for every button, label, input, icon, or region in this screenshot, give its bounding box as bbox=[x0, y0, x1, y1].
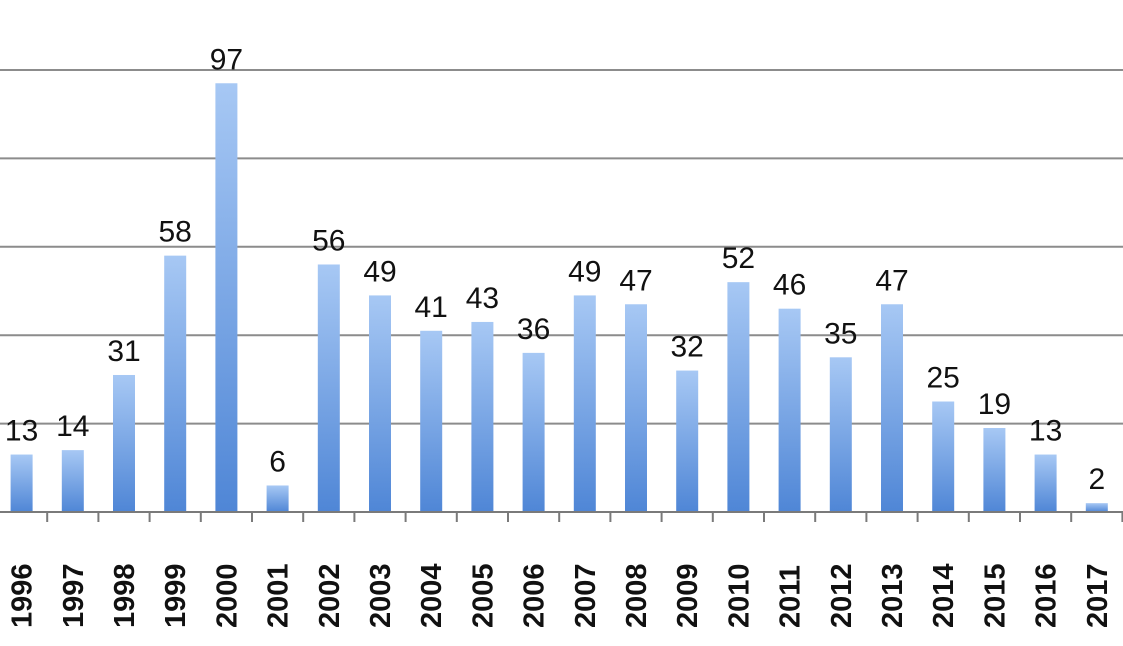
data-label-2015: 19 bbox=[978, 388, 1011, 421]
bar-2005 bbox=[471, 321, 494, 512]
bar-2003 bbox=[369, 295, 391, 512]
data-label-2001: 6 bbox=[269, 445, 286, 478]
data-label-1997: 14 bbox=[56, 410, 89, 443]
bar-2008 bbox=[625, 304, 647, 512]
x-tick-label-2012: 2012 bbox=[826, 563, 858, 628]
x-tick-label-2000: 2000 bbox=[211, 563, 243, 628]
x-tick-label-2017: 2017 bbox=[1082, 563, 1114, 628]
data-label-2010: 52 bbox=[722, 242, 755, 275]
data-label-2008: 47 bbox=[619, 264, 652, 297]
x-tick-label-2014: 2014 bbox=[928, 563, 960, 628]
data-label-2002: 56 bbox=[312, 224, 345, 257]
data-labels: 13 14 31 58 97 6 56 49 41 43 36 49 47 32 52 46 35 47 25 19 1… bbox=[5, 43, 1105, 496]
bar-1996 bbox=[10, 454, 33, 512]
bar-1999 bbox=[164, 255, 187, 512]
bar-2017 bbox=[1085, 503, 1108, 512]
x-tick-label-1997: 1997 bbox=[58, 563, 90, 628]
x-tick-label-2004: 2004 bbox=[416, 563, 448, 628]
data-label-2012: 35 bbox=[824, 317, 857, 350]
bar-2010 bbox=[727, 282, 750, 512]
bar-2007 bbox=[573, 295, 596, 512]
x-tick-label-2013: 2013 bbox=[877, 563, 909, 628]
bar-2014 bbox=[932, 401, 955, 512]
bar-2006 bbox=[522, 352, 545, 512]
bar-2004 bbox=[420, 330, 443, 512]
x-tick-label-2007: 2007 bbox=[570, 563, 602, 628]
bar-2015 bbox=[983, 428, 1006, 512]
data-label-2014: 25 bbox=[927, 362, 960, 395]
x-tick-label-2011: 2011 bbox=[775, 565, 807, 628]
x-tick-labels: 1996 1997 1998 1999 2000 2001 2002 2003 2004 2005… bbox=[7, 563, 1114, 628]
bar-1997 bbox=[61, 450, 84, 512]
x-axis-ticks bbox=[46, 512, 1123, 522]
data-label-2016: 13 bbox=[1029, 415, 1062, 448]
x-tick-label-2009: 2009 bbox=[672, 563, 704, 628]
x-tick-label-2005: 2005 bbox=[467, 563, 499, 628]
data-label-1999: 58 bbox=[159, 216, 192, 249]
data-label-2009: 32 bbox=[671, 331, 704, 364]
data-label-1996: 13 bbox=[5, 415, 38, 448]
bar-2009 bbox=[676, 370, 699, 512]
bar-2002 bbox=[317, 264, 340, 512]
data-label-2017: 2 bbox=[1088, 463, 1105, 496]
bar-1998 bbox=[113, 374, 135, 512]
x-tick-label-2003: 2003 bbox=[365, 563, 397, 628]
bar-2011 bbox=[778, 308, 801, 512]
x-tick-label-2006: 2006 bbox=[519, 563, 551, 628]
bars bbox=[10, 83, 1108, 512]
data-label-2000: 97 bbox=[210, 43, 243, 76]
bar-2016 bbox=[1034, 454, 1057, 512]
x-tick-label-2015: 2015 bbox=[979, 563, 1011, 628]
x-tick-label-1996: 1996 bbox=[7, 563, 39, 628]
bar-2012 bbox=[829, 357, 852, 512]
x-tick-label-1998: 1998 bbox=[109, 563, 141, 628]
x-tick-label-2002: 2002 bbox=[314, 563, 346, 628]
data-label-2004: 41 bbox=[415, 291, 448, 324]
x-tick-label-1999: 1999 bbox=[160, 563, 192, 628]
data-label-2013: 47 bbox=[875, 264, 908, 297]
bar-2013 bbox=[881, 304, 903, 512]
data-label-2006: 36 bbox=[517, 313, 550, 346]
bar-2000 bbox=[215, 83, 238, 512]
x-tick-label-2001: 2001 bbox=[263, 563, 295, 628]
data-label-2007: 49 bbox=[568, 255, 601, 288]
data-label-2005: 43 bbox=[466, 282, 499, 315]
data-label-1998: 31 bbox=[107, 335, 140, 368]
x-tick-label-2008: 2008 bbox=[621, 563, 653, 628]
data-label-2003: 49 bbox=[363, 255, 396, 288]
bar-2001 bbox=[266, 485, 289, 512]
x-tick-label-2016: 2016 bbox=[1031, 563, 1063, 628]
x-tick-label-2010: 2010 bbox=[723, 563, 755, 628]
data-label-2011: 46 bbox=[773, 269, 806, 302]
